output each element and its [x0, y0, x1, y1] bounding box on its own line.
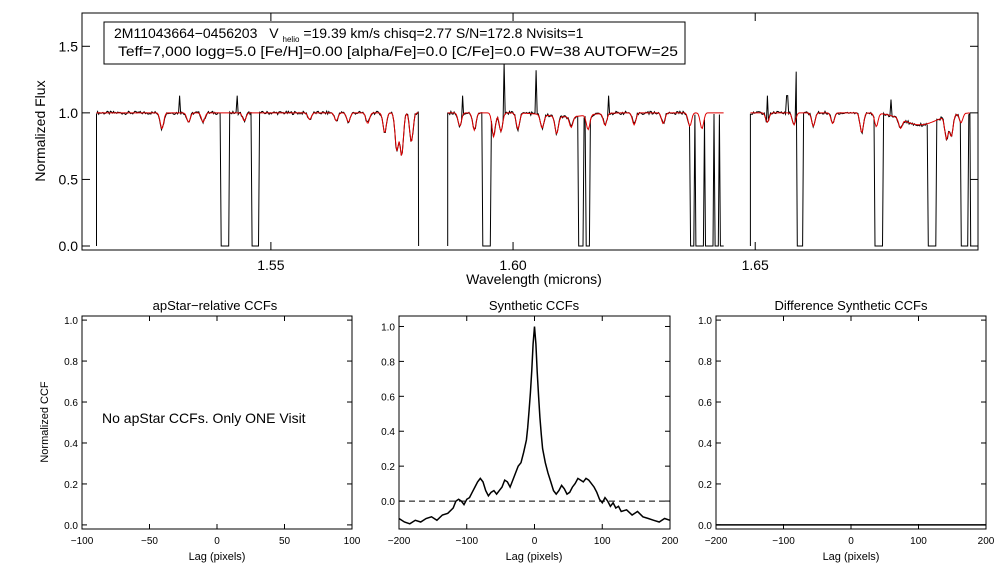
info-box-line-2: Teff=7,000 logg=5.0 [Fe/H]=0.00 [alpha/F… [118, 43, 678, 59]
observed-spectrum-chip-2 [447, 62, 724, 247]
spectrum-x-tick-label: 1.60 [499, 257, 526, 273]
difference-ccf-panel: Difference Synthetic CCFs −200 −100 0 100 20… [698, 298, 995, 563]
star-id: 2M11043664−0456203 [114, 25, 258, 41]
difference-ccf-y-tick-label: 0.4 [698, 439, 712, 450]
synthetic-ccf-line [398, 326, 671, 525]
spectrum-ticks: 1.55 1.60 1.65 0.0 0.5 1.0 1.5 [59, 13, 978, 273]
apstar-ccf-title: apStar−relative CCFs [153, 298, 278, 313]
synthetic-ccf-title: Synthetic CCFs [489, 298, 580, 313]
difference-ccf-x-tick-label: 0 [848, 536, 854, 547]
apstar-ccf-panel: apStar−relative CCFs −100 −50 0 50 100 0.0 0.2… [39, 298, 361, 563]
spectrum-panel: 1.55 1.60 1.65 0.0 0.5 1.0 1.5 2M11043664−0456… [32, 12, 979, 287]
synthetic-ccf-y-tick-label: 0.6 [381, 392, 395, 403]
synthetic-ccf-x-tick-label: 0 [532, 536, 538, 547]
apstar-ccf-y-tick-label: 0.0 [64, 521, 78, 532]
difference-ccf-y-tick-label: 0.2 [698, 480, 712, 491]
difference-ccf-y-tick-label: 0.0 [698, 521, 712, 532]
apstar-ccf-x-tick-label: 100 [344, 536, 361, 547]
model-spectrum-chip-1 [96, 112, 419, 156]
synthetic-ccf-x-tick-label: 200 [662, 536, 679, 547]
apstar-ccf-x-label: Lag (pixels) [189, 551, 246, 563]
difference-ccf-x-label: Lag (pixels) [823, 551, 880, 563]
synthetic-ccf-x-label: Lag (pixels) [506, 551, 563, 563]
spectrum-x-tick-label: 1.65 [742, 257, 769, 273]
info-box-line-1-rest: =19.39 km/s chisq=2.77 S/N=172.8 Nvisits… [303, 25, 583, 41]
spectrum-y-tick-label: 0.0 [59, 238, 79, 254]
difference-ccf-frame [715, 315, 987, 530]
difference-ccf-y-tick-label: 1.0 [698, 316, 712, 327]
info-box-frame [103, 21, 686, 65]
spectrum-y-tick-label: 0.5 [59, 171, 79, 187]
difference-ccf-title: Difference Synthetic CCFs [775, 298, 928, 313]
model-spectrum-chip-2 [447, 112, 724, 139]
vhelio-label: V [269, 25, 279, 41]
spectrum-frame [81, 12, 979, 251]
apstar-ccf-x-tick-label: −50 [141, 536, 158, 547]
synthetic-ccf-y-tick-label: 0.2 [381, 462, 395, 473]
synthetic-ccf-x-tick-label: 100 [594, 536, 611, 547]
apstar-ccf-ticks: −100 −50 0 50 100 0.0 0.2 0.4 0.6 0.8 1.0 [64, 316, 361, 547]
info-box-line-1: 2M11043664−0456203 V helio =19.39 km/s c… [114, 25, 584, 45]
difference-ccf-x-tick-label: −200 [705, 536, 728, 547]
observed-spectrum-chip-3 [749, 71, 972, 247]
synthetic-ccf-x-tick-label: −200 [388, 536, 411, 547]
difference-ccf-x-tick-label: −100 [772, 536, 795, 547]
apstar-ccf-y-tick-label: 0.2 [64, 480, 78, 491]
spectrum-y-tick-label: 1.5 [59, 38, 79, 54]
synthetic-ccf-panel: Synthetic CCFs −200 −100 0 100 200 0.0 0.2 0.4 0… [381, 298, 679, 563]
synthetic-ccf-y-tick-label: 0.4 [381, 427, 395, 438]
difference-ccf-x-tick-label: 100 [910, 536, 927, 547]
synthetic-ccf-x-tick-label: −100 [455, 536, 478, 547]
spectrum-y-tick-label: 1.0 [59, 105, 79, 121]
spectrum-x-label: Wavelength (microns) [466, 271, 602, 287]
apstar-ccf-x-tick-label: 50 [279, 536, 291, 547]
synthetic-ccf-y-tick-label: 1.0 [381, 322, 395, 333]
apstar-ccf-note: No apStar CCFs. Only ONE Visit [102, 410, 306, 426]
spectrum-info-box: 2M11043664−0456203 V helio =19.39 km/s c… [103, 21, 686, 65]
spectrum-y-label: Normalized Flux [32, 80, 48, 181]
apstar-ccf-y-tick-label: 0.8 [64, 357, 78, 368]
vhelio-subscript: helio [283, 35, 300, 44]
synthetic-ccf-ticks: −200 −100 0 100 200 0.0 0.2 0.4 0.6 0.8 1.0 [381, 316, 679, 547]
synthetic-ccf-y-tick-label: 0.0 [381, 497, 395, 508]
apstar-ccf-y-tick-label: 0.6 [64, 398, 78, 409]
difference-ccf-ticks: −200 −100 0 100 200 0.0 0.2 0.4 0.6 0.8 1.0 [698, 316, 995, 547]
spectrum-traces [96, 62, 972, 247]
difference-ccf-y-tick-label: 0.6 [698, 398, 712, 409]
synthetic-ccf-curve [398, 326, 671, 525]
apstar-ccf-y-tick-label: 0.4 [64, 439, 78, 450]
synthetic-ccf-frame [398, 315, 671, 530]
spectrum-x-tick-label: 1.55 [257, 257, 284, 273]
model-spectrum-chip-3 [750, 112, 970, 141]
apstar-ccf-x-tick-label: −100 [71, 536, 94, 547]
difference-ccf-y-tick-label: 0.8 [698, 357, 712, 368]
apstar-ccf-y-tick-label: 1.0 [64, 316, 78, 327]
difference-ccf-x-tick-label: 200 [978, 536, 995, 547]
synthetic-ccf-y-tick-label: 0.8 [381, 357, 395, 368]
apstar-ccf-x-tick-label: 0 [214, 536, 220, 547]
apstar-ccf-y-label: Normalized CCF [39, 381, 51, 463]
